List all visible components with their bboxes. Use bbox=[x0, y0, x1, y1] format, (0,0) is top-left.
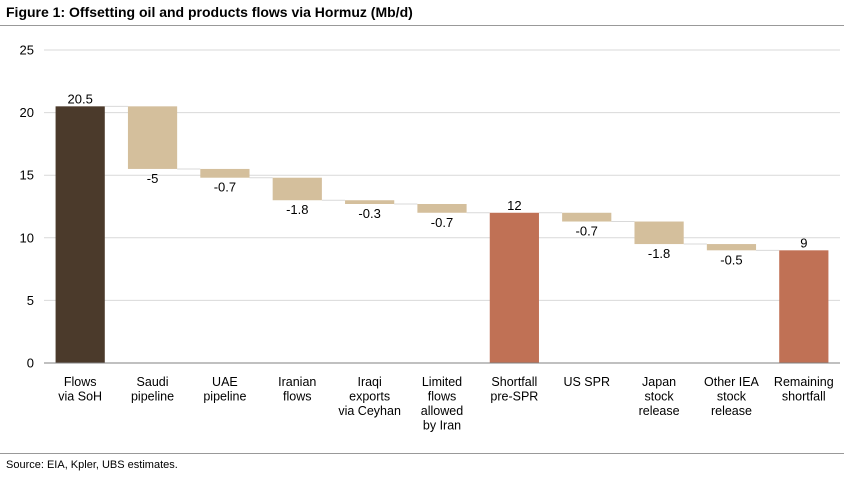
y-tick-label: 5 bbox=[27, 293, 34, 308]
data-label: -1.8 bbox=[286, 202, 308, 217]
bar-9 bbox=[706, 244, 757, 251]
category-label: Remaining shortfall bbox=[774, 375, 834, 404]
y-tick-label: 10 bbox=[20, 230, 34, 245]
category-label: Iranian flows bbox=[278, 375, 316, 404]
category-label: Other IEA stock release bbox=[704, 375, 760, 418]
data-label: -0.3 bbox=[358, 206, 380, 221]
category-label: Shortfall pre-SPR bbox=[490, 375, 538, 404]
bar-1 bbox=[127, 106, 178, 169]
category-label: Japan stock release bbox=[639, 375, 680, 418]
waterfall-chart: 0 5 10 15 20 25 20.5 -5 -0.7 -1.8 -0.3 -0.7 12 -0.7 -… bbox=[20, 43, 840, 433]
title-rule bbox=[0, 25, 844, 26]
source-note: Source: EIA, Kpler, UBS estimates. bbox=[6, 459, 178, 471]
data-label: -1.8 bbox=[648, 246, 670, 261]
y-tick-label: 25 bbox=[20, 43, 34, 58]
category-labels: Flows via SoH Saudi pipeline UAE pipeline Iran… bbox=[58, 375, 833, 433]
data-label: 9 bbox=[800, 235, 807, 250]
y-tick-labels: 0 5 10 15 20 25 bbox=[20, 43, 34, 371]
bar-3 bbox=[272, 177, 322, 201]
category-label: Iraqi exports via Ceyhan bbox=[338, 375, 401, 418]
data-label: -0.7 bbox=[431, 215, 453, 230]
data-labels: 20.5 -5 -0.7 -1.8 -0.3 -0.7 12 -0.7 -1.8 -0.5 9 bbox=[68, 91, 808, 267]
y-tick-label: 0 bbox=[27, 356, 34, 371]
data-label: -0.5 bbox=[720, 252, 742, 267]
bar-2 bbox=[200, 168, 250, 178]
bar-6 bbox=[489, 212, 539, 363]
bar-4 bbox=[345, 200, 395, 204]
bar-7 bbox=[562, 212, 612, 222]
bars bbox=[55, 106, 829, 363]
data-label: -0.7 bbox=[576, 224, 598, 239]
data-label: -0.7 bbox=[214, 180, 236, 195]
figure-title: Figure 1: Offsetting oil and products fl… bbox=[6, 4, 413, 20]
category-label: US SPR bbox=[563, 375, 610, 389]
bar-8 bbox=[634, 221, 684, 245]
connector-lines bbox=[104, 105, 780, 251]
bar-0 bbox=[55, 106, 105, 363]
footer-rule bbox=[0, 453, 844, 454]
y-tick-label: 15 bbox=[20, 168, 34, 183]
category-label: UAE pipeline bbox=[203, 375, 246, 404]
bar-5 bbox=[417, 203, 467, 213]
category-label: Flows via SoH bbox=[58, 375, 102, 404]
category-label: Limited flows allowed by Iran bbox=[421, 375, 463, 433]
category-label: Saudi pipeline bbox=[131, 375, 174, 404]
data-label: -5 bbox=[147, 171, 159, 186]
data-label: 12 bbox=[507, 198, 521, 213]
data-label: 20.5 bbox=[68, 91, 93, 106]
bar-10 bbox=[779, 250, 829, 363]
y-tick-label: 20 bbox=[20, 105, 34, 120]
